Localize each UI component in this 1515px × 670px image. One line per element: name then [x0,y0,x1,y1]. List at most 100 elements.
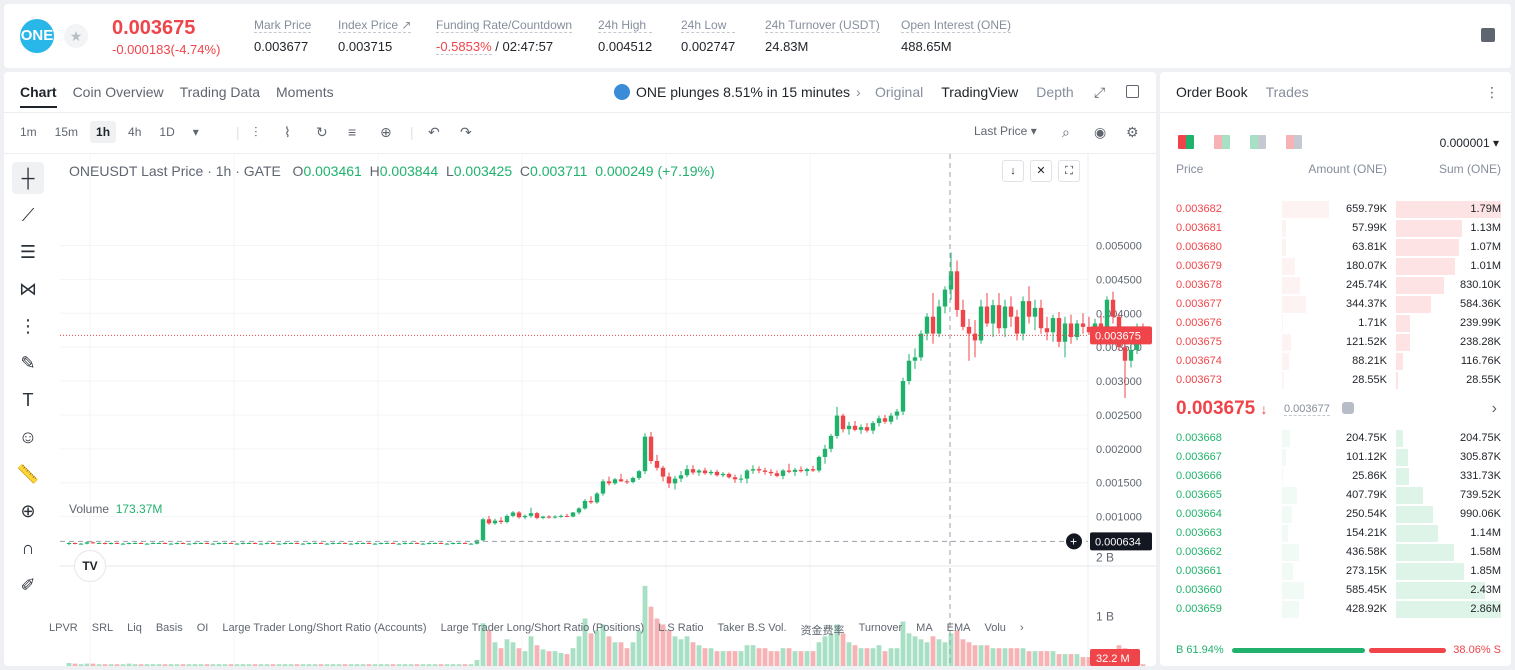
bids-only-icon[interactable] [1214,135,1230,149]
candle-body [768,471,774,474]
horizontal-lines-icon[interactable]: ☰ [19,242,37,262]
bid-row[interactable]: 0.003660 585.45K 2.43M [1160,581,1511,600]
bid-row[interactable]: 0.003661 273.15K 1.85M [1160,562,1511,581]
fib-icon[interactable]: ⋮ [19,316,37,336]
arrow-down-icon[interactable]: ↓ [1002,160,1024,182]
tab-coin-overview[interactable]: Coin Overview [72,84,164,100]
ask-row[interactable]: 0.003673 28.55K 28.55K [1160,371,1511,390]
interval-1d[interactable]: 1D [159,125,175,139]
indicator-item[interactable]: Large Trader Long/Short Ratio (Positions… [440,622,645,634]
tab-trading-data[interactable]: Trading Data [179,84,261,100]
indicator-item[interactable]: L.S Ratio [658,622,704,634]
fullscreen-icon[interactable]: ⛶ [1058,160,1080,182]
search-icon[interactable]: ⌕ [1062,124,1070,140]
magnet-icon[interactable]: ∩ [21,538,35,558]
tab-trades[interactable]: Trades [1265,84,1309,100]
bid-row[interactable]: 0.003659 428.92K 2.86M [1160,600,1511,619]
indicator-item[interactable]: Taker B.S Vol. [717,622,787,634]
bid-row[interactable]: 0.003666 25.86K 331.73K [1160,467,1511,486]
indicator-item[interactable]: LPVR [49,622,78,634]
add-indicator-icon[interactable]: ⊕ [380,124,392,140]
indicator-item[interactable]: EMA [946,622,971,634]
candle-body [108,542,114,544]
ask-row[interactable]: 0.003682 659.79K 1.79M [1160,200,1511,219]
precision-select[interactable]: 0.000001 ▾ [1439,136,1499,150]
ask-row[interactable]: 0.003681 57.99K 1.13M [1160,219,1511,238]
more-icon[interactable]: ⋮ [1485,84,1499,100]
book-icon[interactable] [1481,28,1495,42]
interval-15m[interactable]: 15m [54,125,79,139]
indicator-item[interactable]: OI [196,622,209,634]
trend-line-icon[interactable]: ⟋ [21,205,35,225]
ask-row[interactable]: 0.003680 63.81K 1.07M [1160,238,1511,257]
indicator-item[interactable]: Large Trader Long/Short Ratio (Accounts) [222,622,427,634]
price-type-select[interactable]: Last Price ▾ [974,124,1037,138]
plus-icon[interactable]: + [1070,534,1077,548]
bid-row[interactable]: 0.003668 204.75K 204.75K [1160,429,1511,448]
expand-icon[interactable]: ⤢ [1094,84,1106,100]
pencil-icon[interactable]: ✐ [20,575,36,595]
camera-icon[interactable]: ◉ [1094,124,1107,140]
ask-row[interactable]: 0.003674 88.21K 116.76K [1160,352,1511,371]
tab-moments[interactable]: Moments [276,84,334,100]
indicator-chart-icon[interactable]: ⌇ [284,124,291,140]
tab-tradingview[interactable]: TradingView [941,84,1019,100]
collapse-icon[interactable]: ✕ [1030,160,1052,182]
bid-row[interactable]: 0.003667 101.12K 305.87K [1160,448,1511,467]
tab-chart[interactable]: Chart [20,84,57,108]
interval-1h[interactable]: 1h [90,121,117,143]
indicator-item[interactable]: SRL [91,622,114,634]
chevron-right-icon[interactable]: › [1491,400,1497,417]
refresh-icon[interactable]: ↻ [316,124,328,140]
tab-depth[interactable]: Depth [1036,84,1074,100]
pattern-icon[interactable]: ⋈ [19,279,37,299]
ruler-icon[interactable]: 📏 [16,464,40,484]
candle-body [150,542,156,544]
ask-row[interactable]: 0.003679 180.07K 1.01M [1160,257,1511,276]
ask-row[interactable]: 0.003676 1.71K 239.99K [1160,314,1511,333]
crosshair-add-icon[interactable] [1066,533,1082,550]
bid-row[interactable]: 0.003663 154.21K 1.14M [1160,524,1511,543]
tab-order-book[interactable]: Order Book [1176,84,1248,100]
indicator-item[interactable]: Volu [984,622,1006,634]
interval-1m[interactable]: 1m [20,125,37,139]
interval-4h[interactable]: 4h [128,125,142,139]
undo-icon[interactable]: ↶ [428,124,440,140]
gear-icon[interactable]: ⚙ [1126,124,1139,140]
indicator-item[interactable]: Turnover [858,622,903,634]
volume-bar [972,645,978,666]
ask-row[interactable]: 0.003675 121.52K 238.28K [1160,333,1511,352]
window-icon[interactable] [1126,85,1139,98]
ask-row[interactable]: 0.003678 245.74K 830.10K [1160,276,1511,295]
price-chart[interactable]: 0.0050000.0045000.0040000.0035000.003000… [60,154,1156,666]
zoom-in-icon[interactable]: ⊕ [20,501,36,521]
indicator-item[interactable]: Basis [155,622,183,634]
sum-depth-bar [1396,449,1408,466]
crosshair-icon[interactable]: ┼ [12,162,44,194]
bid-row[interactable]: 0.003662 436.58K 1.58M [1160,543,1511,562]
sell-side-icon[interactable] [1286,135,1302,149]
chevron-right-icon[interactable]: › [1019,622,1024,634]
news-ticker[interactable]: ONE plunges 8.51% in 15 minutes › [614,84,861,100]
candle-type-icon[interactable]: ⫶ [254,124,258,140]
indicator-item[interactable]: MA [916,622,933,634]
brush-icon[interactable]: ✎ [20,353,36,373]
indicator-item[interactable]: 资金费率 [800,625,845,637]
ask-row[interactable]: 0.003677 344.37K 584.36K [1160,295,1511,314]
volume-bar [990,648,996,666]
bid-row[interactable]: 0.003664 250.54K 990.06K [1160,505,1511,524]
text-icon[interactable]: T [22,390,34,410]
buy-side-icon[interactable] [1250,135,1266,149]
bid-row[interactable]: 0.003665 407.79K 739.52K [1160,486,1511,505]
both-sides-icon[interactable] [1178,135,1194,149]
tab-original[interactable]: Original [875,84,924,100]
stat-index-price[interactable]: Index Price ↗ 0.003715 [338,18,412,54]
redo-icon[interactable]: ↷ [460,124,472,140]
indicator-item[interactable]: Liq [127,622,142,634]
interval-dropdown-icon[interactable]: ▾ [192,125,199,139]
favorite-star-icon[interactable]: ★ [64,24,88,48]
shield-icon[interactable] [1342,402,1354,414]
emoji-icon[interactable]: ☺ [18,427,38,447]
order-price: 0.003661 [1176,565,1222,577]
list-icon[interactable]: ≡ [348,124,357,140]
